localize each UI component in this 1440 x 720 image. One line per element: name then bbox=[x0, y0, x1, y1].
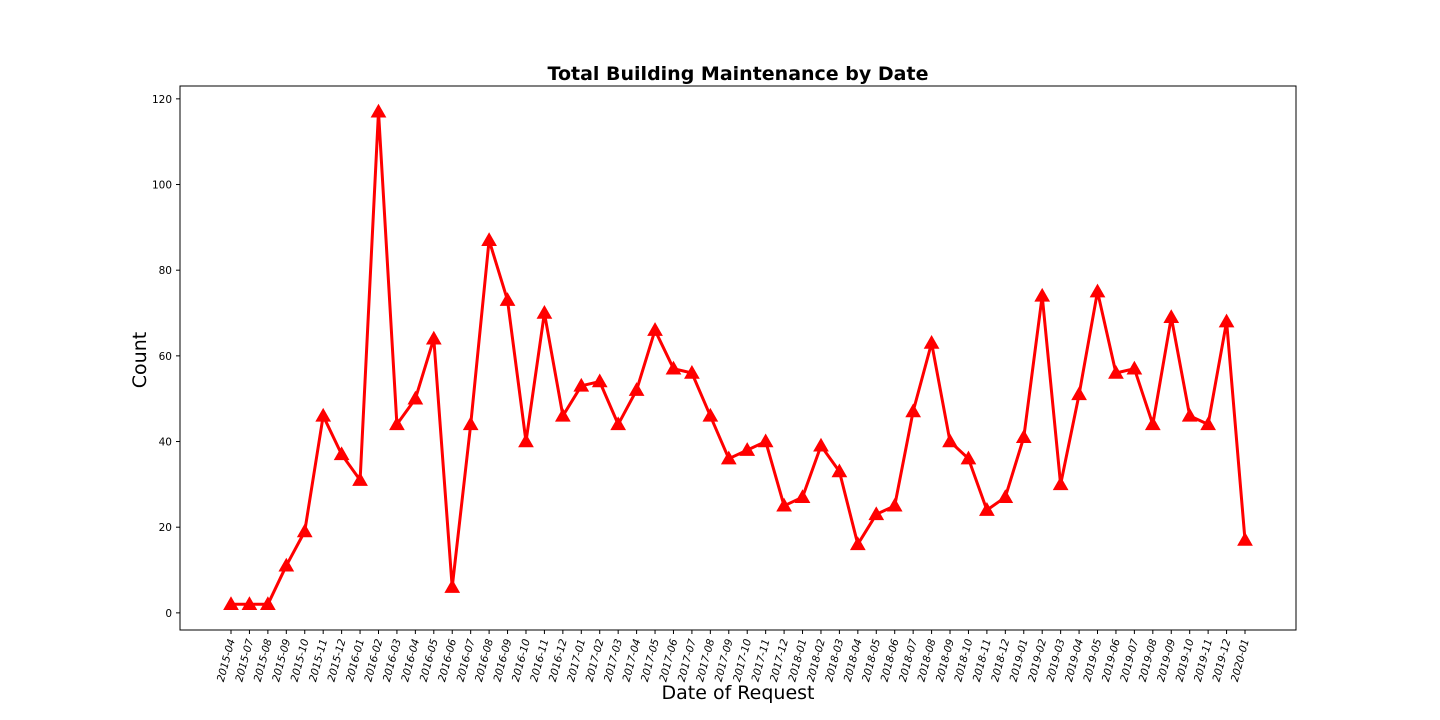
data-point-marker bbox=[407, 390, 424, 405]
data-point-marker bbox=[831, 463, 848, 478]
data-point-marker bbox=[1200, 416, 1216, 431]
data-point-marker bbox=[1071, 386, 1087, 401]
data-point-marker bbox=[813, 437, 829, 452]
data-point-marker bbox=[849, 536, 866, 551]
data-point-marker bbox=[610, 416, 627, 431]
plot-frame bbox=[179, 85, 1297, 631]
data-point-marker bbox=[868, 506, 885, 521]
y-tick-label: 40 bbox=[159, 437, 172, 449]
data-point-marker bbox=[389, 416, 405, 431]
data-point-marker bbox=[462, 416, 479, 431]
data-point-marker bbox=[1108, 364, 1124, 379]
series-line bbox=[231, 110, 1247, 606]
data-point-marker bbox=[702, 407, 719, 422]
data-point-marker bbox=[739, 442, 756, 456]
data-point-marker bbox=[1181, 407, 1198, 422]
data-point-marker bbox=[720, 450, 737, 465]
data-point-marker bbox=[923, 335, 940, 349]
data-point-marker bbox=[942, 433, 958, 448]
data-point-marker bbox=[886, 497, 903, 512]
data-point-marker bbox=[333, 446, 350, 461]
data-point-marker bbox=[997, 489, 1014, 503]
data-point-marker bbox=[1144, 416, 1161, 431]
data-point-marker bbox=[554, 407, 571, 422]
data-point-marker bbox=[315, 407, 332, 422]
data-point-marker bbox=[647, 322, 663, 336]
data-point-marker bbox=[1163, 309, 1180, 324]
data-point-marker bbox=[905, 403, 922, 418]
data-point-marker bbox=[481, 232, 497, 246]
y-tick-label: 100 bbox=[152, 180, 172, 192]
data-point-marker bbox=[352, 472, 368, 486]
data-point-marker bbox=[241, 596, 258, 611]
data-point-marker bbox=[1218, 313, 1235, 328]
data-point-marker bbox=[1034, 287, 1051, 302]
data-point-marker bbox=[518, 433, 534, 448]
data-point-marker bbox=[370, 103, 387, 118]
data-point-marker bbox=[628, 382, 645, 396]
y-axis-label: Count bbox=[129, 332, 151, 388]
data-point-marker bbox=[1237, 532, 1253, 546]
data-point-marker bbox=[223, 596, 239, 611]
y-tick-label: 20 bbox=[159, 522, 172, 534]
data-point-marker bbox=[794, 489, 811, 503]
data-point-marker bbox=[499, 292, 516, 306]
x-axis-label: Date of Request bbox=[662, 682, 815, 704]
data-point-marker bbox=[278, 557, 295, 572]
y-tick-label: 60 bbox=[159, 351, 172, 363]
chart-title: Total Building Maintenance by Date bbox=[548, 63, 929, 85]
data-point-marker bbox=[776, 497, 792, 512]
data-point-marker bbox=[260, 596, 276, 611]
data-point-marker bbox=[1126, 360, 1143, 375]
data-point-marker bbox=[1089, 283, 1106, 298]
y-tick-label: 120 bbox=[152, 94, 172, 106]
data-point-marker bbox=[979, 502, 995, 516]
data-point-marker bbox=[1052, 476, 1069, 491]
data-point-marker bbox=[425, 330, 442, 345]
data-point-marker bbox=[1015, 429, 1032, 443]
plot-area: 0204060801001202015-042015-072015-082015… bbox=[152, 85, 1297, 683]
data-point-marker bbox=[444, 579, 461, 593]
y-tick-label: 80 bbox=[159, 265, 172, 277]
data-point-marker bbox=[665, 360, 682, 375]
data-point-marker bbox=[684, 364, 700, 379]
data-point-marker bbox=[960, 450, 977, 465]
data-point-marker bbox=[591, 373, 608, 388]
data-point-marker bbox=[296, 523, 313, 538]
data-point-marker bbox=[757, 433, 774, 448]
data-point-marker bbox=[573, 377, 590, 392]
y-tick-label: 0 bbox=[165, 608, 172, 620]
data-point-marker bbox=[536, 305, 553, 319]
